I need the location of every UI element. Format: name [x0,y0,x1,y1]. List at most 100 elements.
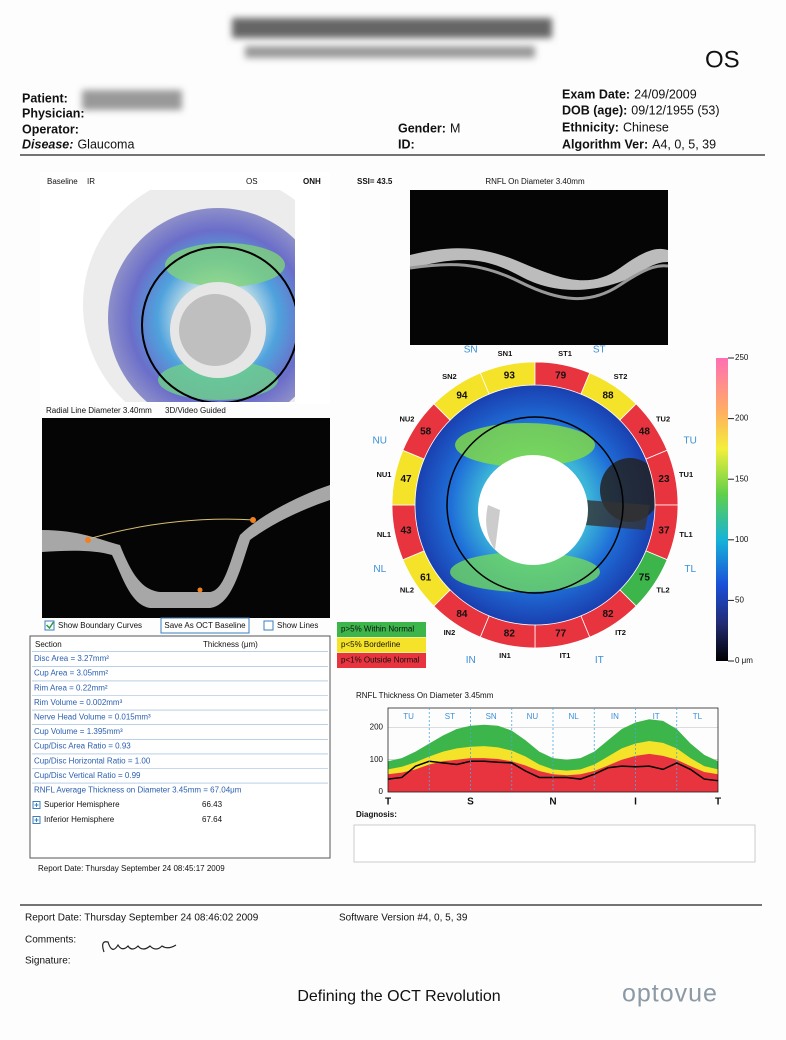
field-label: Patient: [22,91,68,105]
hemisphere-value: 66.43 [202,800,223,809]
button-label[interactable]: Save As OCT Baseline [164,621,246,630]
sector [580,372,637,421]
legend-swatch [337,637,426,653]
sector-value: 77 [555,629,567,640]
legend-swatch [337,653,426,668]
signature [102,941,177,953]
sector [433,372,490,421]
comments-label: Comments: [25,935,76,946]
field-value: 09/12/1955 (53) [631,103,719,117]
sector-value: 88 [602,390,614,401]
sector [479,615,536,649]
sector [391,504,425,561]
field-label: ID: [398,137,415,151]
sector-value: 23 [658,474,670,485]
table-row: Rim Volume = 0.002mm³ [34,698,123,707]
y-tick-label: 200 [370,722,384,731]
diagnosis-box [353,824,756,863]
sector-value: 48 [639,427,651,438]
sector-label: TU1 [679,470,693,479]
oct-radial-scan [42,418,330,618]
table-row: Cup Area = 3.05mm² [34,669,108,678]
field-label: Algorithm Ver: [562,137,648,151]
sector-label: NU2 [399,414,414,423]
y-tick-label: 100 [370,755,384,764]
label: SSI= 43.5 [357,177,393,186]
quadrant-label: NU [373,435,387,446]
label: RNFL On Diameter 3.40mm [485,177,585,186]
table-header: Section [35,640,62,649]
fundus-image [40,172,330,404]
field-value: M [450,121,460,135]
table-row: Cup/Disc Vertical Ratio = 0.99 [34,771,141,780]
legend-label: p<5% Borderline [341,640,401,649]
sector [619,550,668,607]
eye: OS [705,46,740,73]
sector-label: TL [693,712,703,721]
sector-value: 75 [639,573,651,584]
sector-label: SN1 [498,349,513,358]
colorbar-label: 0 μm [735,656,753,665]
sector-value: 84 [456,609,468,620]
normative-band [388,753,718,792]
sector-label: NL [569,712,580,721]
checkbox-label[interactable]: Show Boundary Curves [58,621,142,630]
y-tick-label: 0 [379,787,384,796]
sector-label: TL2 [656,586,669,595]
label: Radial Line Diameter 3.40mm [46,406,152,415]
sector-label: NU1 [376,470,391,479]
expand-icon [34,818,39,822]
sector-label: SN [486,712,497,721]
table-row: Rim Area = 0.22mm² [34,683,108,692]
table-row: Cup/Disc Horizontal Ratio = 1.00 [34,756,151,765]
label: IR [87,177,95,186]
table-row: Disc Area = 3.27mm² [34,654,109,663]
quadrant-label: TU [684,435,697,446]
sector-label: IT [653,712,660,721]
sector-value: 43 [400,525,412,536]
sector-label: IT1 [560,651,571,660]
sector-label: IT2 [615,628,626,637]
logo: optovue [622,980,718,1008]
sector-label: NU [527,712,539,721]
field-value: Chinese [623,120,669,134]
field-value: A4, 0, 5, 39 [652,137,716,151]
table-row: RNFL Average Thickness on Diameter 3.45m… [34,786,242,795]
sector-value: 58 [420,427,432,438]
field-label: Exam Date: [562,87,630,101]
table-row: Cup Volume = 1.395mm³ [34,727,123,736]
sector [402,403,451,460]
redacted [82,18,552,110]
sector [619,403,668,460]
legend-swatch [337,622,426,637]
checkbox-label[interactable]: Show Lines [277,621,318,630]
table-header: Thickness (μm) [203,640,258,649]
colorbar-label: 50 [735,596,744,605]
quadrant-label: IN [466,655,476,666]
sector-label: IN2 [444,628,456,637]
hemisphere-name: Superior Hemisphere [44,800,120,809]
x-label: T [385,797,391,808]
oct-scan [409,190,669,345]
field-value: 24/09/2009 [634,87,697,101]
sector [402,550,451,607]
field-label: Ethnicity: [562,120,619,134]
colorbar-label: 250 [735,353,749,362]
field-value: Glaucoma [77,137,134,151]
legend-label: p>5% Within Normal [341,625,414,634]
sector-label: NL2 [400,586,414,595]
hemisphere-value: 67.64 [202,815,223,824]
sector-label: TU [403,712,414,721]
sector-value: 93 [504,371,516,382]
x-label: N [549,797,556,808]
field-label: DOB (age): [562,103,627,117]
button[interactable] [160,617,250,634]
checkbox[interactable] [263,620,274,631]
sector-value: 37 [658,525,670,536]
checkbox[interactable] [44,620,55,631]
graph-title: RNFL Thickness On Diameter 3.45mm [356,691,494,700]
quadrant-label: TL [684,564,696,575]
sector-label: ST1 [558,349,572,358]
